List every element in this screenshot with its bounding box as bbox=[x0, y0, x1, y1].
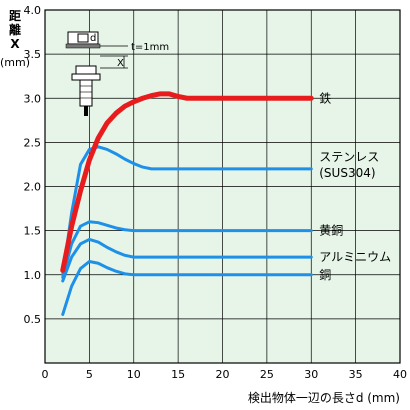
x-tick-label: 0 bbox=[42, 368, 49, 381]
y-tick-label: 1.5 bbox=[24, 225, 42, 238]
x-tick-label: 15 bbox=[171, 368, 185, 381]
sensor-diagram: d t=1mm X bbox=[65, 31, 169, 116]
series-label: アルミニウム bbox=[319, 250, 391, 264]
thickness-label: t=1mm bbox=[131, 42, 169, 53]
y-tick-label: 2.0 bbox=[24, 181, 42, 194]
series-line bbox=[61, 260, 313, 316]
x-tick-label: 10 bbox=[127, 368, 141, 381]
y-axis-unit: (mm) bbox=[0, 56, 30, 69]
sensor-body bbox=[79, 79, 93, 107]
x-tick-labels: 0 5 10 15 20 25 30 35 40 bbox=[42, 368, 408, 381]
x-axis-title: 検出物体一辺の長さd (mm) bbox=[248, 391, 400, 405]
y-tick-labels: 0.5 1.0 1.5 2.0 2.5 3.0 3.5 4.0 bbox=[24, 4, 42, 326]
series-layer bbox=[60, 91, 314, 316]
y-tick-label: 3.0 bbox=[24, 92, 42, 105]
y-axis-title-char: 離 bbox=[9, 22, 21, 37]
y-axis-title-char: X bbox=[10, 37, 20, 51]
x-tick-label: 40 bbox=[393, 368, 407, 381]
series-label-sub: (SUS304) bbox=[319, 166, 375, 180]
series-line bbox=[61, 220, 313, 279]
series-line bbox=[61, 237, 313, 283]
x-tick-label: 5 bbox=[86, 368, 93, 381]
series-line bbox=[60, 91, 314, 273]
series-label: 黄銅 bbox=[319, 224, 343, 238]
y-axis-title-char: 距 bbox=[9, 9, 21, 23]
y-tick-label: 1.0 bbox=[24, 269, 42, 282]
target-hatch bbox=[65, 43, 101, 49]
series-label: 鉄 bbox=[319, 90, 331, 105]
x-tick-label: 20 bbox=[216, 368, 230, 381]
x-tick-label: 35 bbox=[349, 368, 363, 381]
series-line bbox=[61, 145, 313, 277]
target-square bbox=[77, 33, 89, 43]
sensor-cable bbox=[84, 106, 88, 116]
sensor-nut bbox=[71, 73, 101, 81]
plot-frame bbox=[44, 9, 401, 364]
d-label: d bbox=[90, 33, 96, 44]
y-axis-title: 距離X (mm) bbox=[0, 9, 30, 69]
y-tick-label: 3.5 bbox=[24, 48, 42, 61]
y-tick-label: 0.5 bbox=[24, 313, 42, 326]
y-tick-label: 2.5 bbox=[24, 136, 42, 149]
x-dimension-label: X bbox=[117, 58, 124, 69]
series-label: 銅 bbox=[319, 268, 331, 282]
x-tick-label: 30 bbox=[304, 368, 318, 381]
y-tick-label: 4.0 bbox=[24, 4, 42, 17]
series-label: ステンレス bbox=[319, 150, 379, 164]
x-tick-label: 25 bbox=[260, 368, 274, 381]
